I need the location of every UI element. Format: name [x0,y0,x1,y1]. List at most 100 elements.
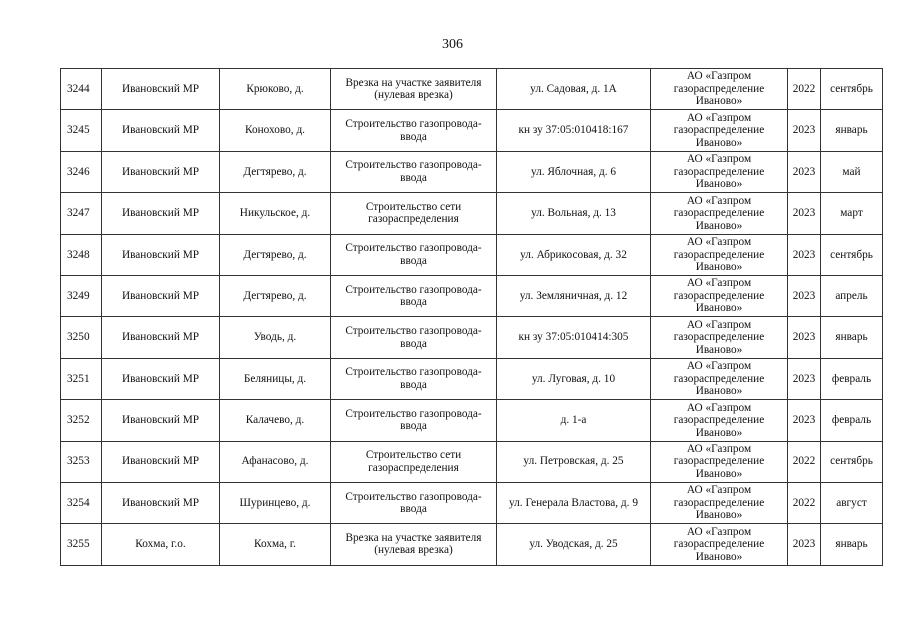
settlement-cell: Крюково, д. [219,67,331,111]
month-cell: сентябрь [820,233,883,276]
table-row: 3252 Ивановский МР Калачево, д. Строительст… [60,399,883,442]
table-row: 3244 Ивановский МР Крюково, д. Врезка на уч… [60,67,883,111]
year-cell: 2023 [787,316,821,359]
organization-cell: АО «Газпром газораспределение Иваново» [650,481,788,525]
row-number-cell: 3246 [60,150,102,194]
year-cell: 2023 [787,109,821,152]
settlement-cell: Калачево, д. [219,399,331,442]
month-cell: май [820,150,883,194]
row-number-cell: 3245 [60,109,102,152]
row-number-cell: 3255 [60,523,102,566]
organization-cell: АО «Газпром газораспределение Иваново» [650,399,788,442]
year-cell: 2023 [787,192,821,235]
table-row: 3248 Ивановский МР Дегтярево, д. Строительс… [60,233,883,276]
organization-cell: АО «Газпром газораспределение Иваново» [650,109,788,152]
row-number-cell: 3249 [60,274,102,318]
work-type-cell: Строительство газопровода-ввода [330,233,497,276]
month-cell: январь [820,316,883,359]
organization-cell: АО «Газпром газораспределение Иваново» [650,150,788,194]
settlement-cell: Беляницы, д. [219,357,331,401]
year-cell: 2023 [787,274,821,318]
address-cell: д. 1-а [496,399,651,442]
table-body: 3244 Ивановский МР Крюково, д. Врезка на уч… [60,67,883,566]
month-cell: февраль [820,399,883,442]
address-cell: кн зу 37:05:010414:305 [496,316,651,359]
month-cell: апрель [820,274,883,318]
address-cell: кн зу 37:05:010418:167 [496,109,651,152]
year-cell: 2023 [787,357,821,401]
row-number-cell: 3252 [60,399,102,442]
gasification-table: 3244 Ивановский МР Крюково, д. Врезка на уч… [60,67,883,566]
work-type-cell: Строительство газопровода-ввода [330,316,497,359]
organization-cell: АО «Газпром газораспределение Иваново» [650,316,788,359]
row-number-cell: 3248 [60,233,102,276]
settlement-cell: Дегтярево, д. [219,274,331,318]
row-number-cell: 3253 [60,440,102,483]
organization-cell: АО «Газпром газораспределение Иваново» [650,192,788,235]
table-row: 3246 Ивановский МР Дегтярево, д. Строительс… [60,150,883,194]
table-row: 3251 Ивановский МР Беляницы, д. Строительст… [60,357,883,401]
year-cell: 2022 [787,481,821,525]
month-cell: январь [820,523,883,566]
municipality-cell: Ивановский МР [101,399,220,442]
settlement-cell: Уводь, д. [219,316,331,359]
municipality-cell: Ивановский МР [101,109,220,152]
municipality-cell: Ивановский МР [101,150,220,194]
row-number-cell: 3251 [60,357,102,401]
address-cell: ул. Абрикосовая, д. 32 [496,233,651,276]
address-cell: ул. Луговая, д. 10 [496,357,651,401]
organization-cell: АО «Газпром газораспределение Иваново» [650,440,788,483]
address-cell: ул. Садовая, д. 1А [496,67,651,111]
organization-cell: АО «Газпром газораспределение Иваново» [650,357,788,401]
municipality-cell: Ивановский МР [101,233,220,276]
row-number-cell: 3254 [60,481,102,525]
month-cell: март [820,192,883,235]
settlement-cell: Шуринцево, д. [219,481,331,525]
row-number-cell: 3250 [60,316,102,359]
municipality-cell: Ивановский МР [101,316,220,359]
year-cell: 2023 [787,233,821,276]
month-cell: январь [820,109,883,152]
table-row: 3255 Кохма, г.о. Кохма, г. Врезка на участк… [60,523,883,566]
municipality-cell: Ивановский МР [101,274,220,318]
work-type-cell: Строительство газопровода-ввода [330,357,497,401]
table-row: 3247 Ивановский МР Никульское, д. Строитель… [60,192,883,235]
table-row: 3245 Ивановский МР Конохово, д. Строительст… [60,109,883,152]
work-type-cell: Строительство газопровода-ввода [330,274,497,318]
month-cell: сентябрь [820,440,883,483]
settlement-cell: Дегтярево, д. [219,150,331,194]
organization-cell: АО «Газпром газораспределение Иваново» [650,523,788,566]
table-row: 3253 Ивановский МР Афанасово, д. Строительс… [60,440,883,483]
work-type-cell: Строительство газопровода-ввода [330,150,497,194]
year-cell: 2022 [787,440,821,483]
address-cell: ул. Петровская, д. 25 [496,440,651,483]
month-cell: август [820,481,883,525]
month-cell: февраль [820,357,883,401]
year-cell: 2023 [787,399,821,442]
work-type-cell: Строительство сети газораспределения [330,192,497,235]
table-row: 3250 Ивановский МР Уводь, д. Строительство … [60,316,883,359]
address-cell: ул. Земляничная, д. 12 [496,274,651,318]
settlement-cell: Кохма, г. [219,523,331,566]
settlement-cell: Афанасово, д. [219,440,331,483]
year-cell: 2023 [787,150,821,194]
table-row: 3249 Ивановский МР Дегтярево, д. Строительс… [60,274,883,318]
municipality-cell: Ивановский МР [101,192,220,235]
work-type-cell: Строительство газопровода-ввода [330,399,497,442]
address-cell: ул. Уводская, д. 25 [496,523,651,566]
month-cell: сентябрь [820,67,883,111]
address-cell: ул. Вольная, д. 13 [496,192,651,235]
work-type-cell: Строительство газопровода-ввода [330,481,497,525]
work-type-cell: Врезка на участке заявителя (нулевая вре… [330,67,497,111]
municipality-cell: Ивановский МР [101,440,220,483]
municipality-cell: Ивановский МР [101,481,220,525]
organization-cell: АО «Газпром газораспределение Иваново» [650,233,788,276]
address-cell: ул. Генерала Властова, д. 9 [496,481,651,525]
organization-cell: АО «Газпром газораспределение Иваново» [650,274,788,318]
settlement-cell: Конохово, д. [219,109,331,152]
row-number-cell: 3244 [60,67,102,111]
year-cell: 2023 [787,523,821,566]
address-cell: ул. Яблочная, д. 6 [496,150,651,194]
organization-cell: АО «Газпром газораспределение Иваново» [650,67,788,111]
work-type-cell: Строительство газопровода-ввода [330,109,497,152]
